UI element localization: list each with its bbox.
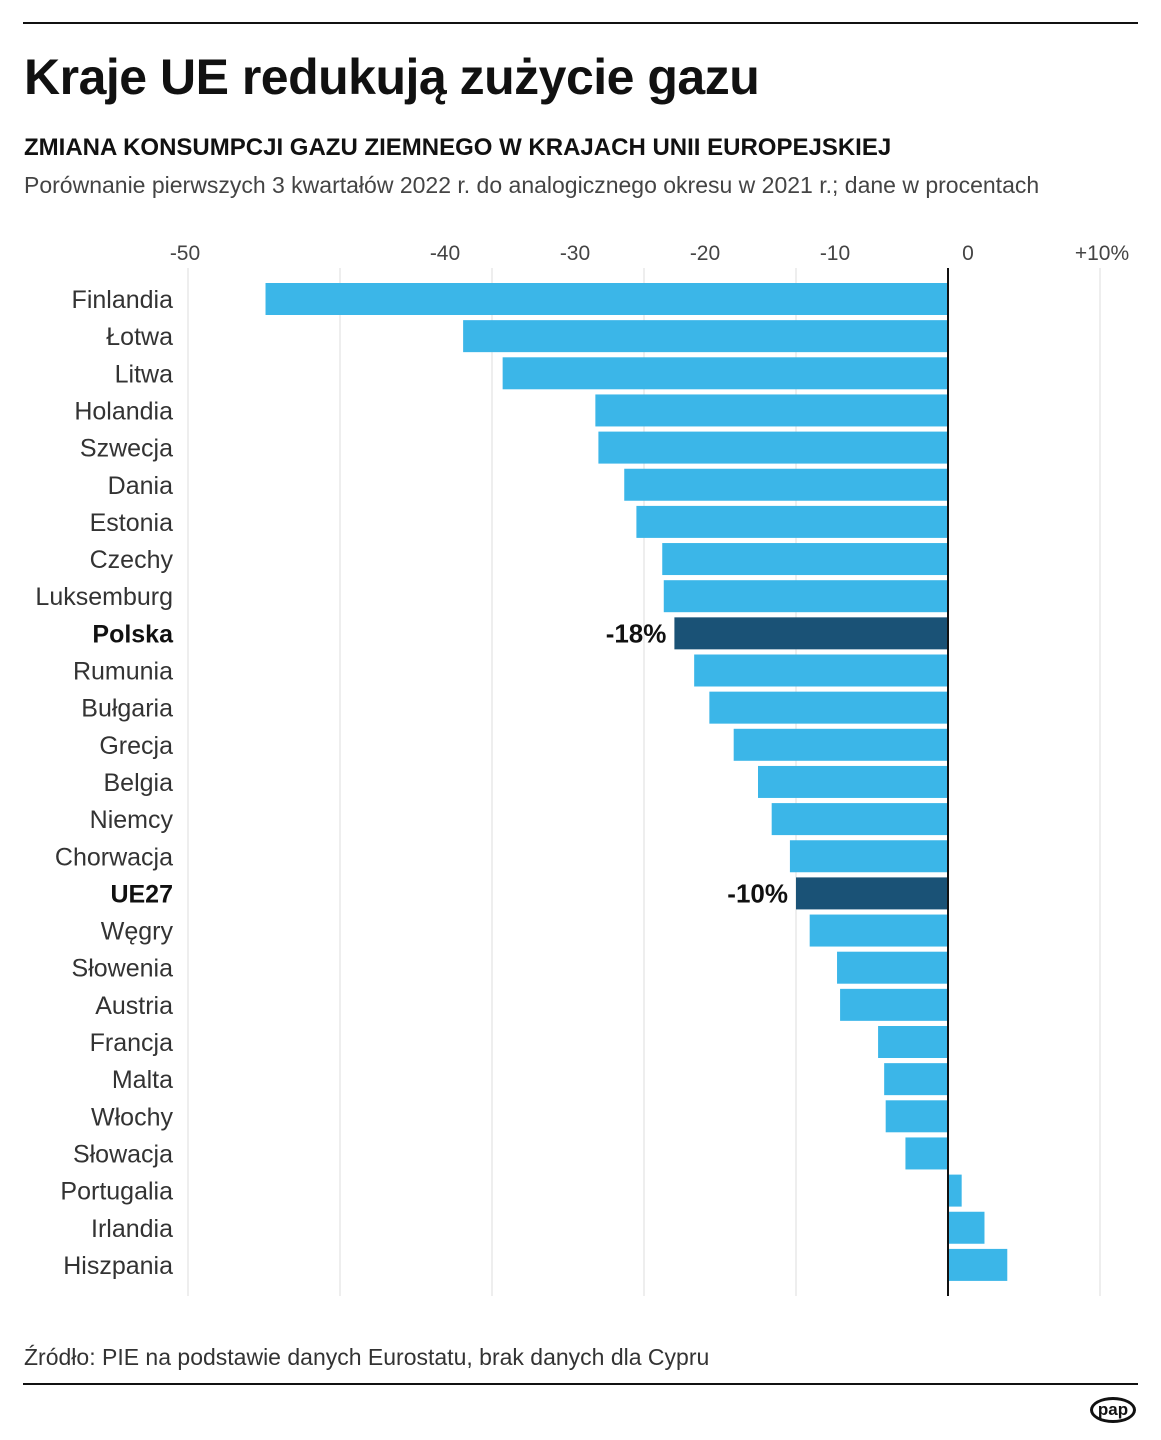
category-label: Irlandia xyxy=(91,1215,173,1243)
category-label: Grecja xyxy=(99,732,173,760)
category-label: Chorwacja xyxy=(55,843,173,871)
bar-luksemburg xyxy=(663,580,948,613)
chart-title: Kraje UE redukują zużycie gazu xyxy=(24,49,760,105)
bar-estonia xyxy=(636,505,948,538)
category-label: Rumunia xyxy=(73,658,173,686)
bar-litwa xyxy=(502,357,948,390)
category-label: Włochy xyxy=(91,1103,173,1131)
x-tick-label: -10 xyxy=(820,242,850,265)
category-label: Hiszpania xyxy=(63,1252,173,1280)
chart-description: Porównanie pierwszych 3 kwartałów 2022 r… xyxy=(24,172,1040,198)
bar-portugalia xyxy=(948,1174,962,1207)
category-label: Bułgaria xyxy=(81,695,173,723)
bar-grecja xyxy=(733,728,948,761)
bar-czechy xyxy=(662,543,948,576)
category-label: Niemcy xyxy=(90,806,174,834)
category-label: Litwa xyxy=(115,360,173,388)
x-tick-label: -50 xyxy=(170,242,200,265)
bar-malta xyxy=(884,1063,948,1096)
bar-holandia xyxy=(595,394,948,427)
category-label: Szwecja xyxy=(80,435,173,463)
category-label: Malta xyxy=(112,1066,173,1094)
bar-słowenia xyxy=(837,951,948,984)
category-label: Estonia xyxy=(90,509,173,537)
x-tick-label: -20 xyxy=(690,242,720,265)
bottom-rule xyxy=(23,1383,1138,1385)
top-rule xyxy=(23,22,1138,24)
bar-szwecja xyxy=(598,431,948,464)
bar-francja xyxy=(878,1026,948,1058)
bar-irlandia xyxy=(948,1211,985,1244)
bar-finlandia xyxy=(265,283,948,315)
category-label: UE27 xyxy=(110,880,173,908)
x-tick-label: +10% xyxy=(1075,242,1129,265)
category-label: Portugalia xyxy=(60,1178,173,1206)
category-label: Słowacja xyxy=(73,1140,173,1168)
data-label: -18% xyxy=(606,618,667,648)
bar-hiszpania xyxy=(948,1248,1008,1281)
bar-niemcy xyxy=(771,803,948,836)
x-tick-label: 0 xyxy=(962,242,974,265)
category-label: Belgia xyxy=(104,769,174,797)
chart-subtitle: ZMIANA KONSUMPCJI GAZU ZIEMNEGO W KRAJAC… xyxy=(24,134,892,161)
bar-włochy xyxy=(885,1100,948,1133)
category-label: Finlandia xyxy=(72,286,174,314)
x-tick-label: -40 xyxy=(430,242,460,265)
category-label: Dania xyxy=(108,472,173,500)
x-tick-label: -30 xyxy=(560,242,590,265)
category-label: Holandia xyxy=(74,397,173,425)
category-label: Luksemburg xyxy=(35,583,173,611)
data-label: -10% xyxy=(727,878,788,908)
category-label: Austria xyxy=(95,992,173,1020)
bar-rumunia xyxy=(694,654,948,687)
category-label: Czechy xyxy=(90,546,174,574)
category-label: Polska xyxy=(92,620,174,648)
category-label: Francja xyxy=(90,1029,173,1057)
bar-polska xyxy=(674,617,948,650)
category-label: Łotwa xyxy=(106,323,173,351)
bar-ue27 xyxy=(796,877,948,910)
category-label: Słowenia xyxy=(72,955,174,983)
pap-logo: pap xyxy=(1090,1397,1136,1423)
bar-węgry xyxy=(809,914,948,947)
category-label: Węgry xyxy=(101,918,174,946)
bar-bułgaria xyxy=(709,691,948,724)
bar-dania xyxy=(624,468,948,501)
bar-chorwacja xyxy=(789,840,948,873)
bar-belgia xyxy=(758,765,948,798)
bar-łotwa xyxy=(463,320,948,353)
source-note: Źródło: PIE na podstawie danych Eurostat… xyxy=(24,1344,710,1370)
bar-austria xyxy=(840,988,948,1021)
bar-słowacja xyxy=(905,1137,948,1170)
